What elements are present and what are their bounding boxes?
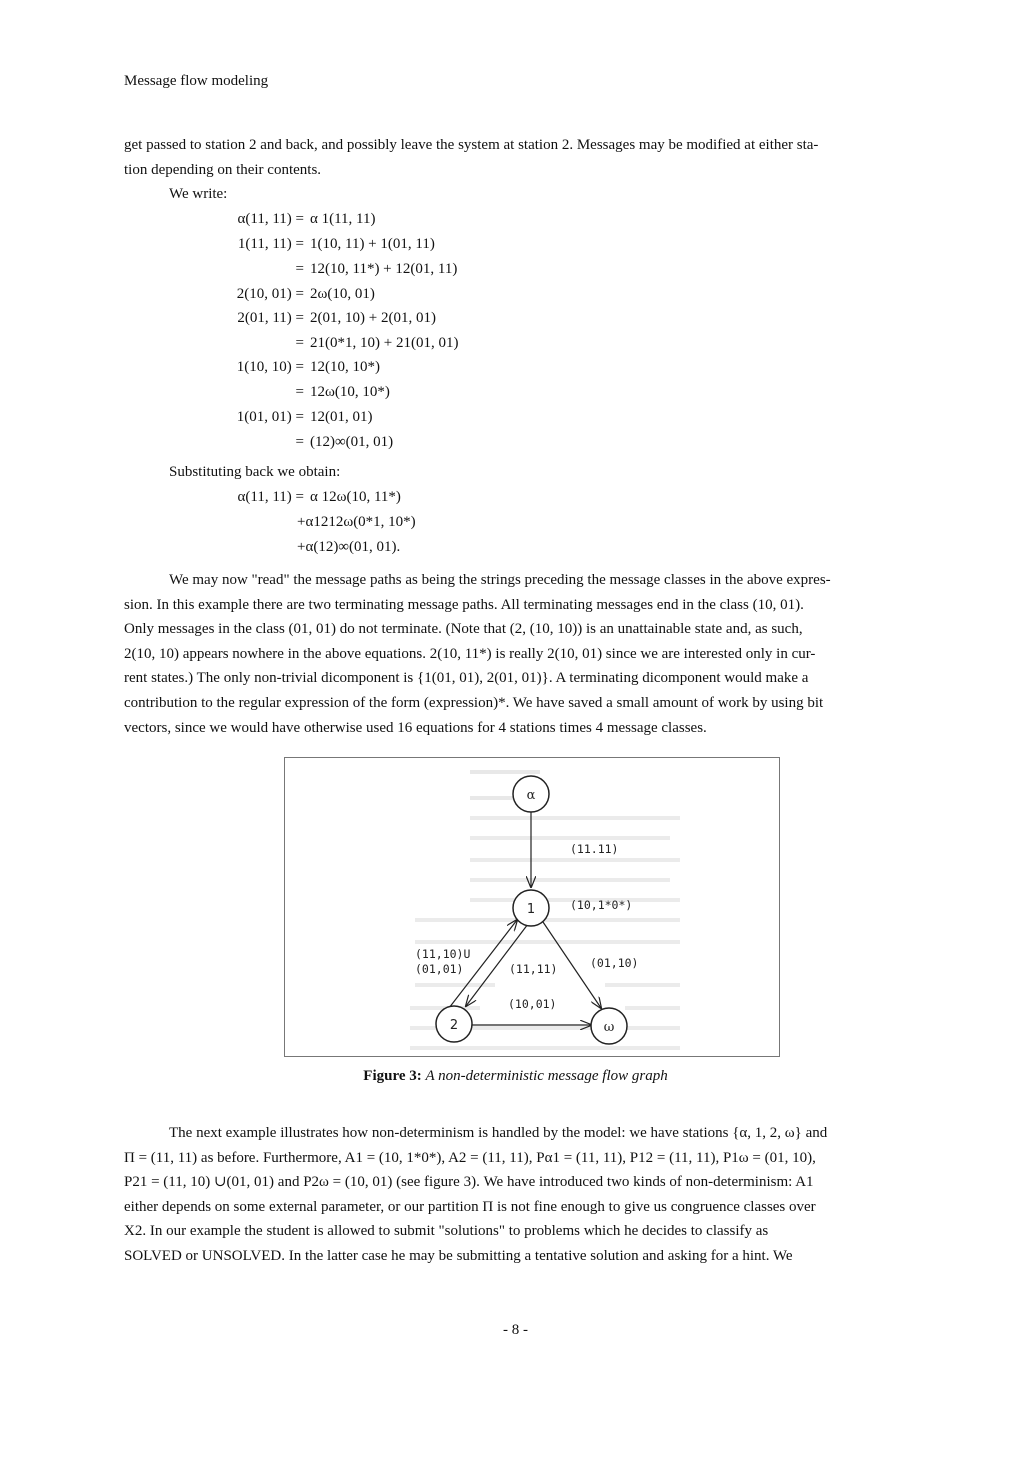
text-line: P21 = (11, 10) ∪(01, 01) and P2ω = (10, …: [124, 1174, 814, 1191]
text-line: either depends on some external paramete…: [124, 1198, 816, 1215]
equation-lhs: =: [295, 261, 304, 277]
node-2-label: 2: [450, 1018, 458, 1033]
text-line: 2(10, 10) appears nowhere in the above e…: [124, 645, 816, 662]
figure-caption-text: A non-deterministic message flow graph: [425, 1068, 668, 1084]
equation-rhs: α 1(11, 11): [310, 211, 376, 227]
text-line: Only messages in the class (01, 01) do n…: [124, 621, 803, 638]
paragraph-2: We may now "read" the message paths as b…: [124, 568, 936, 740]
equation-rhs: 12ω(10, 10*): [310, 384, 390, 400]
text-line: rent states.) The only non-trivial dicom…: [124, 670, 809, 687]
text-line: vectors, since we would have otherwise u…: [124, 719, 707, 736]
equation-rhs: 12(01, 01): [310, 409, 373, 425]
equation-rhs: 12(10, 11*) + 12(01, 11): [310, 261, 458, 277]
equation-lhs: =: [295, 434, 304, 450]
node-omega: ω: [590, 1007, 628, 1045]
label-alpha-1: (11.11): [570, 842, 618, 856]
text-line: X2. In our example the student is allowe…: [124, 1223, 769, 1240]
node-omega-label: ω: [604, 1020, 615, 1035]
figure-frame: α 1 2 ω (11.11) (10,1*0*) (11,10)U (01,0…: [284, 757, 780, 1057]
running-header: Message flow modeling: [124, 73, 269, 89]
text-line: Π = (11, 11) as before. Furthermore, A1 …: [124, 1149, 816, 1166]
label-2-omega: (10,01): [508, 997, 556, 1011]
equation-lhs: 1(10, 10) =: [236, 359, 304, 375]
text-line: get passed to station 2 and back, and po…: [124, 137, 819, 153]
equation-lhs: α(11, 11) =: [237, 489, 304, 505]
text-line: We may now "read" the message paths as b…: [169, 572, 831, 588]
substituting-label: Substituting back we obtain:: [169, 464, 341, 480]
equation-lhs: 1(01, 01) =: [236, 409, 304, 425]
paragraph-3: The next example illustrates how non-det…: [124, 1121, 936, 1269]
equation-rhs: +α1212ω(0*1, 10*): [297, 514, 416, 530]
intro-paragraph: get passed to station 2 and back, and po…: [124, 133, 936, 182]
node-1: 1: [512, 889, 550, 927]
text-line: contribution to the regular expression o…: [124, 694, 824, 711]
node-alpha: α: [512, 775, 550, 813]
page-number: - 8 -: [503, 1322, 528, 1338]
text-line: tion depending on their contents.: [124, 161, 322, 178]
we-write-label: We write:: [169, 186, 228, 202]
figure-caption: Figure 3: A non-deterministic message fl…: [0, 1068, 1031, 1085]
equation-rhs: 21(0*1, 10) + 21(01, 01): [310, 335, 459, 351]
equation-rhs: α 12ω(10, 11*): [310, 489, 401, 505]
equation-lhs: 2(10, 01) =: [236, 286, 304, 302]
equation-lhs: 1(11, 11) =: [237, 236, 304, 252]
label-2-1-line2: (01,01): [415, 962, 463, 976]
equation-rhs: 2ω(10, 01): [310, 286, 375, 302]
equation-lhs: α(11, 11) =: [237, 211, 304, 227]
label-2-1-line1: (11,10)U: [415, 947, 470, 961]
edge-2-to-1: [448, 920, 517, 1009]
figure-caption-label: Figure 3:: [363, 1068, 422, 1084]
equation-lhs: 2(01, 11) =: [237, 310, 304, 326]
message-flow-graph: α 1 2 ω (11.11) (10,1*0*) (11,10)U (01,0…: [410, 770, 680, 1050]
edge-1-to-2: [466, 923, 529, 1006]
edge-1-to-omega: [542, 921, 601, 1008]
text-line: The next example illustrates how non-det…: [169, 1125, 828, 1141]
label-1-omega: (01,10): [590, 956, 638, 970]
equation-lhs: =: [295, 384, 304, 400]
scan-noise: [410, 770, 680, 1050]
equation-rhs: (12)∞(01, 01): [310, 434, 394, 450]
text-line: SOLVED or UNSOLVED. In the latter case h…: [124, 1247, 793, 1264]
equation-rhs: 2(01, 10) + 2(01, 01): [310, 310, 436, 326]
text-line: sion. In this example there are two term…: [124, 596, 804, 613]
label-self-1: (10,1*0*): [570, 898, 632, 912]
equation-rhs: +α(12)∞(01, 01).: [297, 539, 401, 555]
node-alpha-label: α: [527, 788, 536, 803]
equation-lhs: =: [295, 335, 304, 351]
equation-rhs: 1(10, 11) + 1(01, 11): [310, 236, 435, 252]
node-2: 2: [435, 1005, 473, 1043]
equation-rhs: 12(10, 10*): [310, 359, 380, 375]
label-1-2: (11,11): [509, 962, 557, 976]
node-1-label: 1: [527, 902, 535, 917]
